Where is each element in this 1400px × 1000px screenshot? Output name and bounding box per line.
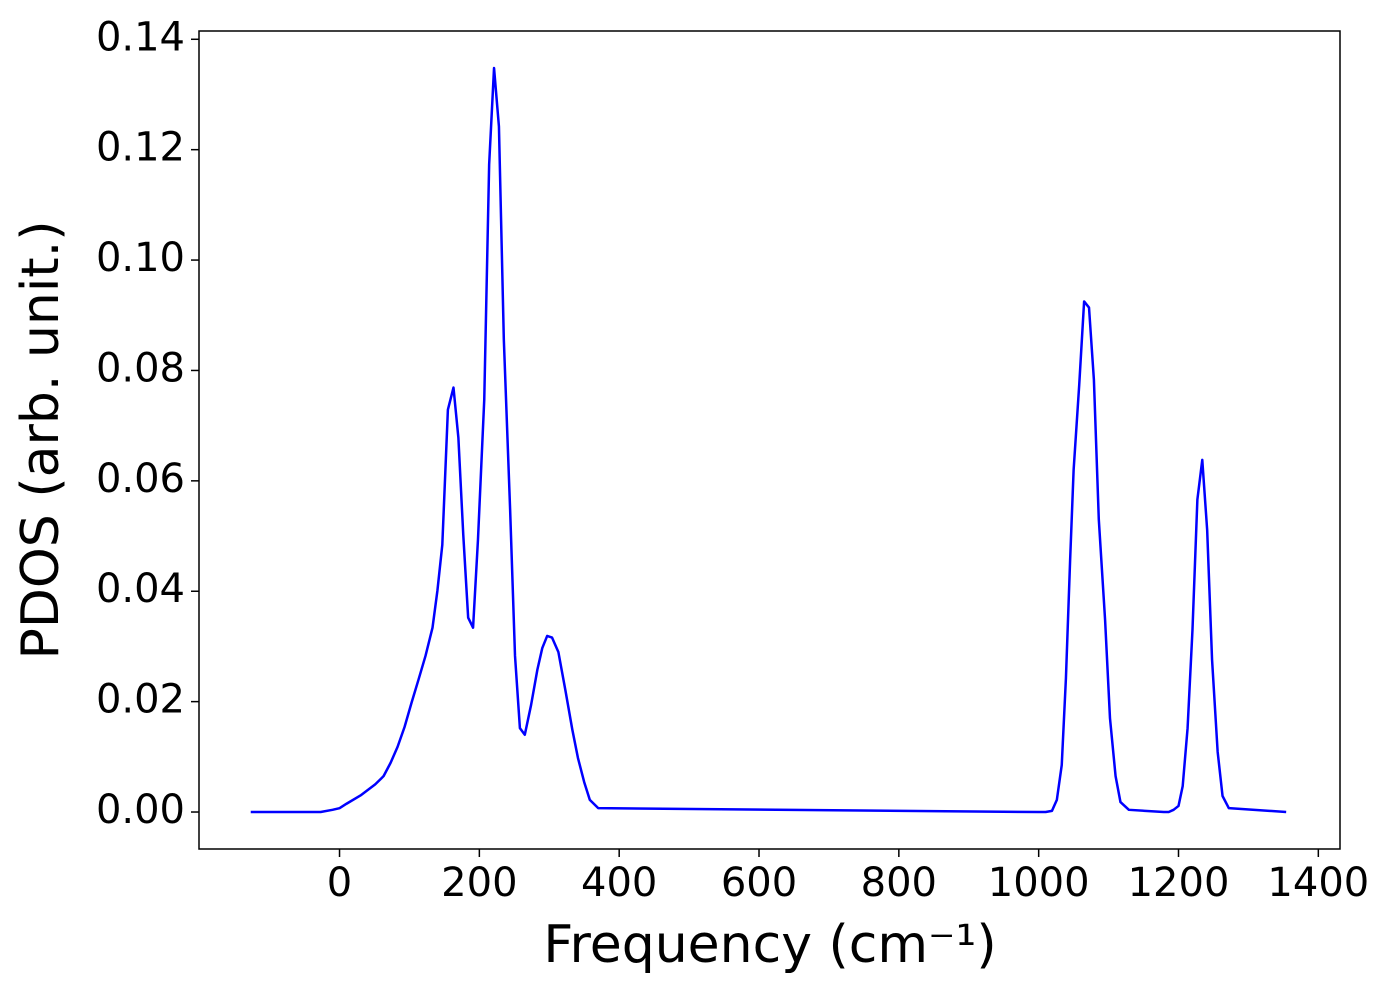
x-tick-label: 600 xyxy=(721,860,797,906)
y-tick-label: 0.02 xyxy=(96,677,185,723)
x-tick-label: 1400 xyxy=(1267,860,1369,906)
x-tick-label: 400 xyxy=(581,860,657,906)
x-tick-label: 0 xyxy=(327,860,352,906)
y-tick-label: 0.10 xyxy=(96,235,185,281)
y-tick-label: 0.04 xyxy=(96,566,185,612)
y-tick-label: 0.08 xyxy=(96,345,185,391)
y-tick-label: 0.14 xyxy=(96,14,185,60)
data-line xyxy=(250,66,1287,814)
y-tick-label: 0.12 xyxy=(96,125,185,171)
x-tick-label: 200 xyxy=(441,860,517,906)
plot-frame xyxy=(198,30,1341,850)
x-tick-label: 1000 xyxy=(988,860,1090,906)
x-tick-label: 1200 xyxy=(1128,860,1230,906)
x-tick-label: 800 xyxy=(861,860,937,906)
y-tick-label: 0.00 xyxy=(96,787,185,833)
y-tick-label: 0.06 xyxy=(96,456,185,502)
y-axis-label: PDOS (arb. unit.) xyxy=(11,220,71,659)
x-axis-label: Frequency (cm⁻¹) xyxy=(543,915,996,975)
